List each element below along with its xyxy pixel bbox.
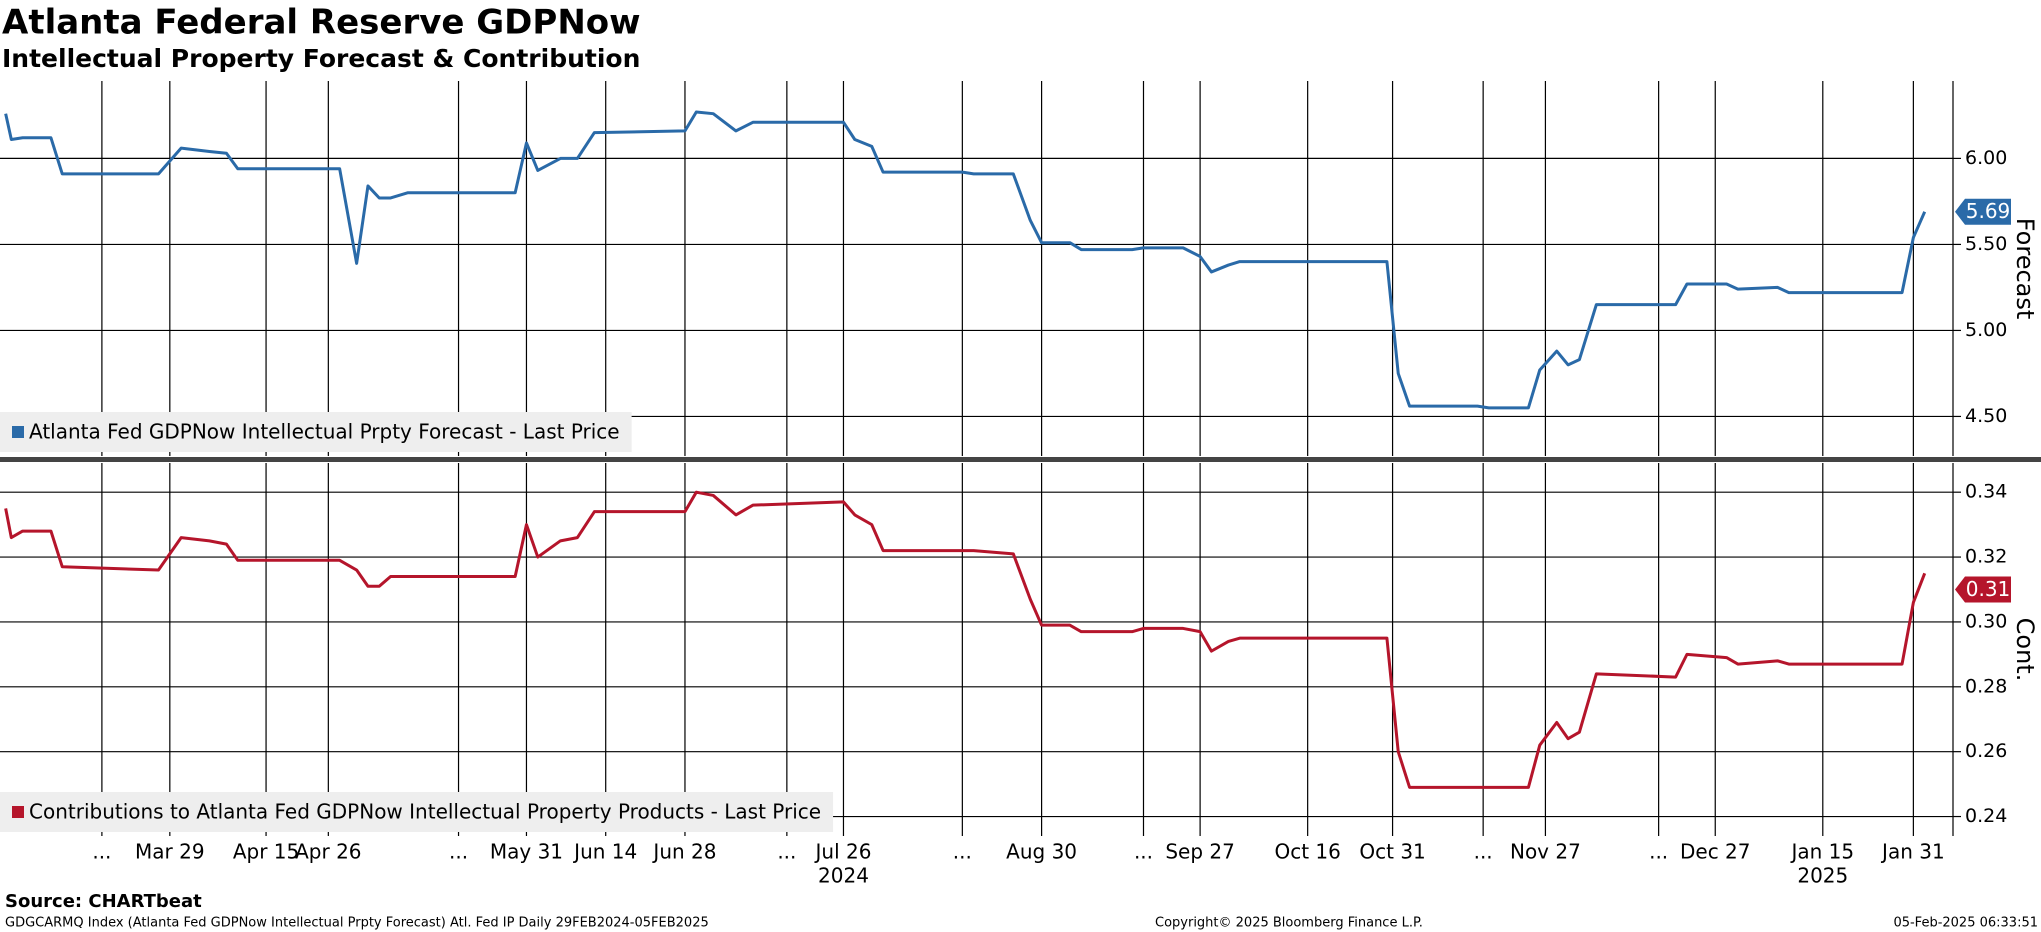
x-tick-label: Jun 28 <box>651 840 716 864</box>
series-line <box>4 490 1927 789</box>
ticker-note: GDGCARMQ Index (Atlanta Fed GDPNow Intel… <box>5 916 709 931</box>
chart-subtitle: Intellectual Property Forecast & Contrib… <box>2 44 640 73</box>
x-tick-label: Sep 27 <box>1165 840 1235 864</box>
legend-box <box>0 412 632 452</box>
last-price-label: 5.69 <box>1966 199 2011 223</box>
legend-label: Atlanta Fed GDPNow Intellectual Prpty Fo… <box>29 420 620 444</box>
x-tick-label: Oct 16 <box>1274 840 1340 864</box>
y-tick-label: 5.00 <box>1965 319 2007 341</box>
x-tick-label: ... <box>92 840 111 864</box>
y-tick-label: 0.32 <box>1965 546 2007 568</box>
legend-box <box>0 792 834 832</box>
x-year-label: 2025 <box>1797 864 1848 888</box>
y-tick-label: 5.50 <box>1965 233 2007 255</box>
x-tick-label: Apr 26 <box>295 840 361 864</box>
panel-separator <box>0 457 2041 462</box>
y-tick-label: 4.50 <box>1965 405 2007 427</box>
legend-label: Contributions to Atlanta Fed GDPNow Inte… <box>29 800 821 824</box>
x-tick-label: ... <box>953 840 972 864</box>
x-tick-label: Jul 26 <box>814 840 872 864</box>
last-price-badge <box>1955 576 2011 603</box>
y-axis-title: Cont. <box>2011 618 2039 682</box>
x-tick-label: ... <box>449 840 468 864</box>
x-tick-label: Jan 15 <box>1789 840 1854 864</box>
chart-title: Atlanta Federal Reserve GDPNow <box>2 3 641 43</box>
x-tick-label: Oct 31 <box>1359 840 1425 864</box>
y-tick-label: 0.28 <box>1965 675 2007 697</box>
last-price-badge <box>1955 198 2011 225</box>
copyright: Copyright© 2025 Bloomberg Finance L.P. <box>1155 916 1423 931</box>
x-tick-label: Nov 27 <box>1510 840 1581 864</box>
y-axis-title: Forecast <box>2011 218 2039 320</box>
x-tick-label: Dec 27 <box>1680 840 1751 864</box>
y-tick-label: 0.26 <box>1965 740 2007 762</box>
x-tick-label: Aug 30 <box>1006 840 1077 864</box>
x-tick-label: Mar 29 <box>135 840 205 864</box>
x-tick-label: ... <box>1649 840 1668 864</box>
x-tick-label: ... <box>777 840 796 864</box>
y-tick-label: 0.30 <box>1965 610 2007 632</box>
x-tick-label: Apr 15 <box>233 840 299 864</box>
x-tick-label: ... <box>1134 840 1153 864</box>
x-year-label: 2024 <box>818 864 869 888</box>
x-tick-label: Jan 31 <box>1880 840 1945 864</box>
series-line <box>4 110 1927 410</box>
x-tick-label: ... <box>1474 840 1493 864</box>
timestamp: 05-Feb-2025 06:33:51 <box>1893 916 2038 931</box>
y-tick-label: 0.24 <box>1965 805 2007 827</box>
legend-swatch <box>12 806 24 818</box>
x-tick-label: May 31 <box>490 840 563 864</box>
x-tick-label: Jun 14 <box>572 840 637 864</box>
source: Source: CHARTbeat <box>5 891 202 912</box>
y-tick-label: 0.34 <box>1965 481 2007 503</box>
y-tick-label: 6.00 <box>1965 147 2007 169</box>
last-price-label: 0.31 <box>1966 577 2011 601</box>
legend-swatch <box>12 426 24 438</box>
